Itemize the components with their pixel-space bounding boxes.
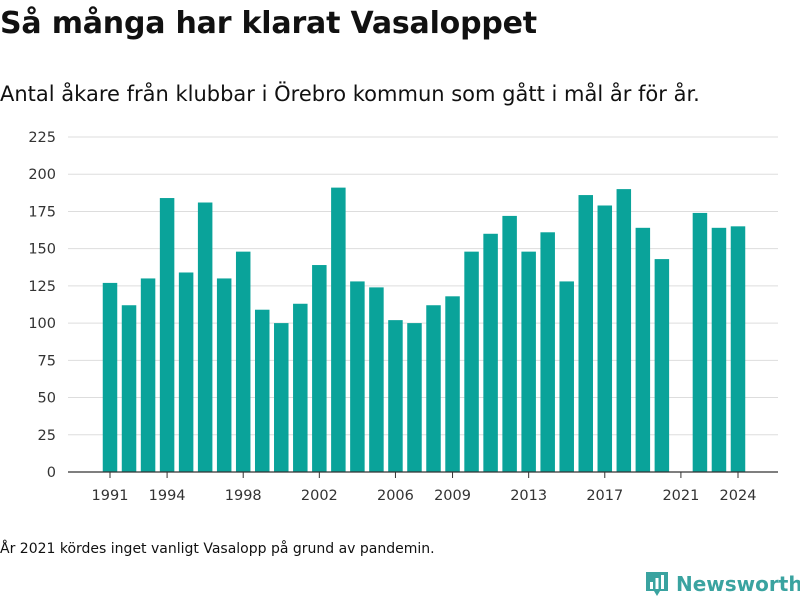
- bars: [102, 187, 746, 473]
- bar-1991: [102, 282, 118, 472]
- y-tick-label: 175: [28, 204, 56, 220]
- y-tick-label: 225: [28, 130, 56, 146]
- bar-2003: [331, 187, 346, 472]
- x-tick-label: 2013: [510, 488, 547, 504]
- x-tick-label: 2024: [720, 488, 757, 504]
- bar-2023: [711, 227, 727, 472]
- x-tick-label: 2017: [586, 488, 623, 504]
- bar-1992: [121, 305, 137, 472]
- y-tick-label: 25: [38, 428, 56, 444]
- brand-name: Newsworthy: [676, 572, 800, 596]
- bar-2004: [350, 281, 365, 472]
- y-tick-label: 50: [38, 391, 56, 407]
- footnote: År 2021 kördes inget vanligt Vasalopp på…: [0, 541, 435, 557]
- x-tick-label: 2006: [377, 488, 414, 504]
- bar-2012: [502, 215, 517, 472]
- bar-1998: [235, 251, 251, 472]
- bar-2022: [692, 212, 708, 472]
- x-tick-label: 2021: [662, 488, 699, 504]
- x-tick-label: 1991: [92, 488, 129, 504]
- bar-2019: [635, 227, 651, 472]
- y-tick-label: 0: [47, 465, 56, 481]
- bar-2001: [293, 303, 308, 472]
- bar-2007: [407, 323, 422, 472]
- bar-2011: [483, 233, 498, 472]
- bar-2010: [464, 251, 479, 472]
- bar-2009: [445, 296, 460, 472]
- bar-1994: [159, 198, 175, 472]
- gridlines: [68, 136, 778, 436]
- bar-chart: 0 25 50 75 100 125 150 175 200 225 1991 1994 1998 200…: [28, 130, 778, 504]
- bar-2013: [521, 251, 536, 472]
- y-tick-label: 125: [28, 279, 56, 295]
- x-tick-label: 2009: [434, 488, 471, 504]
- y-tick-label: 75: [38, 353, 56, 369]
- x-tick-label: 1994: [149, 488, 186, 504]
- bar-2016: [578, 195, 593, 472]
- x-tick-label: 1998: [225, 488, 262, 504]
- bar-2015: [559, 281, 574, 472]
- bar-2006: [388, 320, 403, 472]
- chart-subtitle: Antal åkare från klubbar i Örebro kommun…: [0, 82, 700, 106]
- y-tick-label: 100: [28, 316, 56, 332]
- bar-1997: [216, 278, 232, 472]
- bar-2017: [597, 205, 613, 472]
- newsworthy-logo-icon: [646, 572, 668, 596]
- y-tick-label: 200: [28, 167, 56, 183]
- bar-2008: [426, 305, 441, 472]
- bar-1995: [178, 272, 194, 472]
- axes: 0 25 50 75 100 125 150 175 200 225 1991 1994 1998 200…: [28, 130, 778, 504]
- y-tick-label: 150: [28, 242, 56, 258]
- bar-1993: [140, 278, 156, 472]
- bar-2024: [730, 226, 746, 472]
- bar-2014: [540, 232, 555, 472]
- bar-2000: [274, 323, 289, 472]
- bar-2005: [369, 287, 384, 472]
- chart-title: Så många har klarat Vasaloppet: [0, 6, 537, 41]
- bar-2020: [654, 259, 670, 472]
- x-tick-label: 2002: [301, 488, 338, 504]
- brand-logo: Newsworthy: [644, 570, 800, 598]
- bar-2002: [312, 265, 327, 472]
- bar-1999: [254, 309, 270, 472]
- bar-2018: [616, 189, 632, 473]
- bar-1996: [197, 202, 213, 472]
